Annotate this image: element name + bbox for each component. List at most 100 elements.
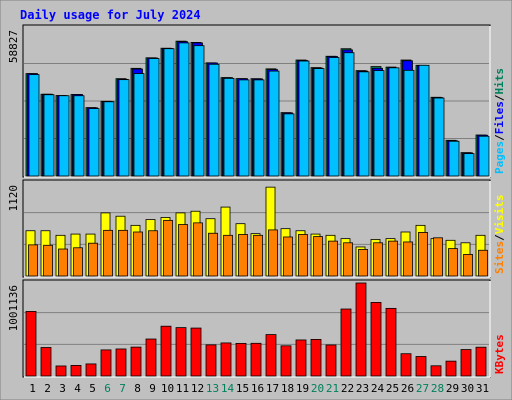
bar-pages-25: [388, 67, 400, 177]
bar-sites-5: [88, 242, 98, 277]
day-label-17: 17: [266, 382, 279, 395]
bar-kbytes-20: [310, 338, 322, 377]
legend-label: Pages/Files/Hits: [493, 68, 506, 174]
bar-sites-7: [118, 229, 128, 277]
bar-kbytes-31: [475, 346, 487, 377]
axis-max-label: 58827: [7, 30, 20, 63]
day-label-8: 8: [134, 382, 141, 395]
bar-sites-15: [238, 234, 248, 277]
bar-kbytes-13: [205, 344, 217, 377]
bar-sites-20: [313, 236, 323, 277]
bar-sites-4: [73, 247, 83, 277]
day-label-11: 11: [176, 382, 189, 395]
bar-pages-5: [88, 108, 100, 177]
bar-pages-29: [448, 140, 460, 177]
bar-kbytes-3: [55, 365, 67, 377]
bar-sites-11: [178, 224, 188, 277]
bar-kbytes-8: [130, 346, 142, 377]
bar-sites-18: [283, 236, 293, 277]
day-label-18: 18: [281, 382, 294, 395]
bar-kbytes-29: [445, 360, 457, 377]
day-label-28: 28: [431, 382, 444, 395]
day-label-19: 19: [296, 382, 309, 395]
day-label-20: 20: [311, 382, 324, 395]
legend-part: Visits: [493, 195, 506, 235]
bar-kbytes-11: [175, 327, 187, 377]
bar-pages-15: [238, 79, 250, 177]
bar-kbytes-9: [145, 338, 157, 377]
day-label-6: 6: [104, 382, 111, 395]
bar-sites-17: [268, 229, 278, 277]
axis-max-label: 1120: [7, 185, 20, 212]
bar-sites-13: [208, 232, 218, 277]
legend-label: Sites/Visits: [493, 195, 506, 275]
day-label-25: 25: [386, 382, 399, 395]
bar-pages-12: [193, 45, 205, 177]
day-label-31: 31: [476, 382, 489, 395]
bar-pages-17: [268, 70, 280, 177]
day-label-26: 26: [401, 382, 414, 395]
bar-pages-4: [73, 95, 85, 177]
bar-kbytes-30: [460, 349, 472, 377]
day-label-10: 10: [161, 382, 174, 395]
bar-pages-30: [463, 153, 475, 177]
legend-part: Pages: [493, 141, 506, 174]
bar-pages-9: [148, 58, 160, 177]
day-label-22: 22: [341, 382, 354, 395]
legend-part: /: [493, 94, 506, 101]
bar-sites-19: [298, 234, 308, 277]
bar-kbytes-21: [325, 344, 337, 377]
bar-pages-19: [298, 60, 310, 177]
legend-label: KBytes: [493, 334, 506, 374]
bar-pages-24: [373, 70, 385, 177]
day-label-16: 16: [251, 382, 264, 395]
legend-part: Hits: [493, 68, 506, 95]
day-label-3: 3: [59, 382, 66, 395]
day-label-27: 27: [416, 382, 429, 395]
day-label-7: 7: [119, 382, 126, 395]
legend-part: /: [493, 134, 506, 141]
bar-pages-22: [343, 52, 355, 177]
bar-pages-3: [58, 95, 70, 177]
day-label-23: 23: [356, 382, 369, 395]
day-labels: 1 2 3 4 5 6 7 8 9 10 11 12 13 14 15 16 17 18 19 20 21 22 23 24 2…: [29, 382, 489, 395]
bar-kbytes-16: [250, 342, 262, 377]
bar-pages-10: [163, 48, 175, 177]
day-label-21: 21: [326, 382, 339, 395]
bar-kbytes-25: [385, 307, 397, 377]
day-label-29: 29: [446, 382, 459, 395]
bar-pages-13: [208, 63, 220, 177]
bar-sites-2: [43, 244, 53, 277]
bar-sites-10: [163, 219, 173, 277]
bar-pages-28: [433, 97, 445, 177]
bar-pages-6: [103, 101, 115, 177]
bar-kbytes-15: [235, 342, 247, 377]
bar-kbytes-27: [415, 356, 427, 377]
legend-part: KBytes: [493, 334, 506, 374]
bar-kbytes-19: [295, 339, 307, 377]
day-label-15: 15: [236, 382, 249, 395]
bar-pages-11: [178, 42, 190, 177]
bar-sites-26: [403, 241, 413, 277]
bar-sites-30: [463, 254, 473, 277]
bar-sites-23: [358, 249, 368, 277]
bar-pages-7: [118, 79, 130, 177]
bar-sites-16: [253, 234, 263, 277]
bar-kbytes-7: [115, 348, 127, 377]
bar-sites-9: [148, 230, 158, 277]
bar-pages-31: [478, 135, 490, 177]
bar-kbytes-23: [355, 282, 367, 377]
bar-pages-23: [358, 71, 370, 177]
bar-kbytes-18: [280, 345, 292, 377]
bar-pages-20: [313, 68, 325, 177]
day-label-2: 2: [44, 382, 51, 395]
bar-kbytes-1: [25, 311, 37, 377]
bar-pages-26: [403, 69, 415, 177]
bar-sites-24: [373, 242, 383, 277]
bar-pages-27: [418, 64, 430, 177]
legend-part: Sites: [493, 241, 506, 274]
bar-pages-8: [133, 73, 145, 177]
bar-sites-25: [388, 240, 398, 277]
bar-kbytes-12: [190, 327, 202, 377]
